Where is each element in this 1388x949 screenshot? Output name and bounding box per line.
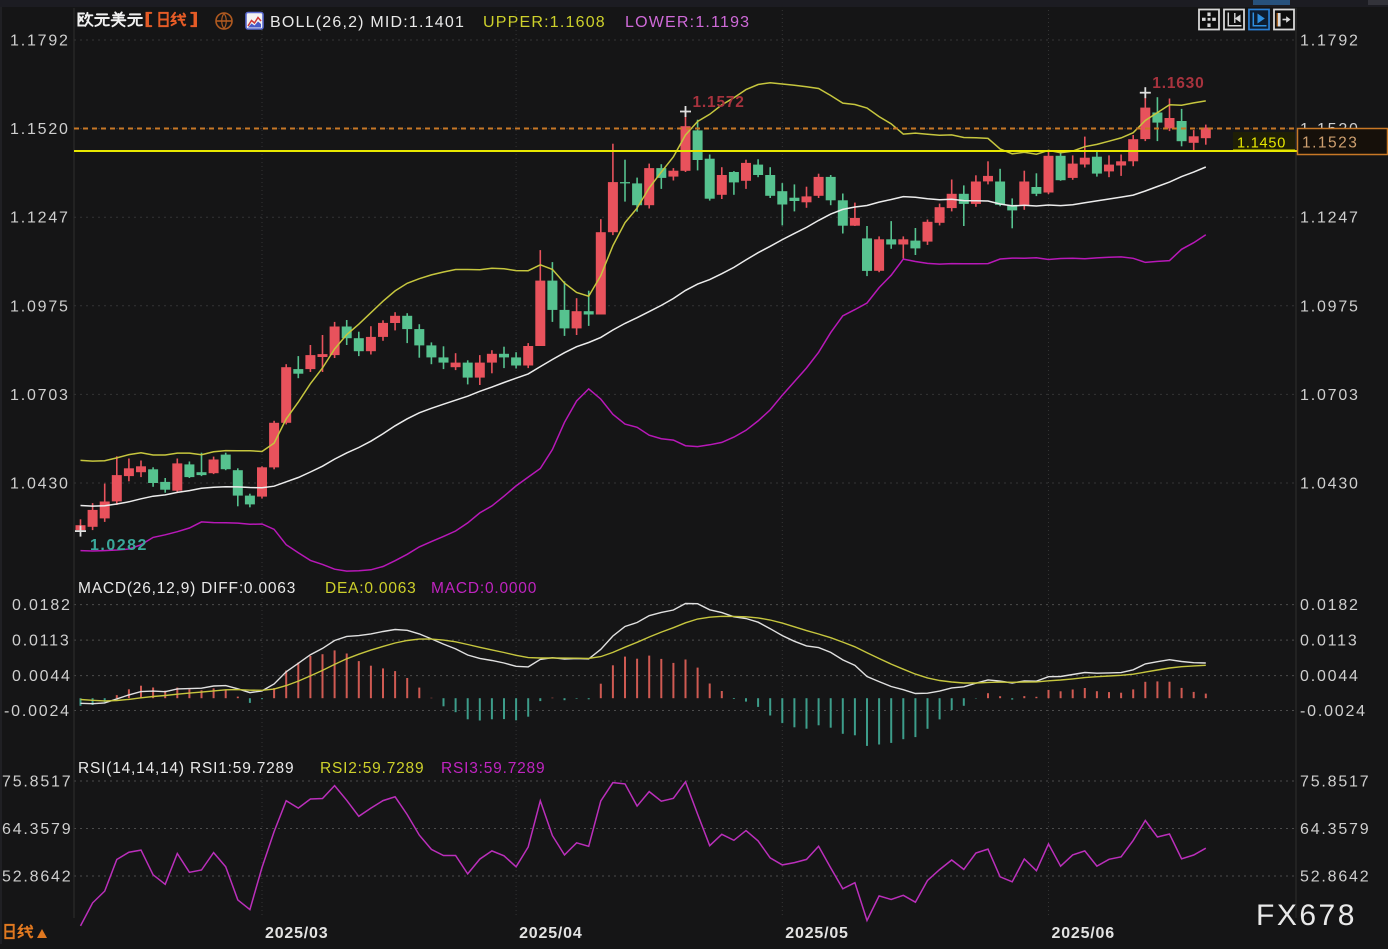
svg-text:RSI2:59.7289: RSI2:59.7289: [320, 760, 424, 777]
svg-text:LOWER:1.1193: LOWER:1.1193: [625, 14, 750, 31]
svg-text:0.0182: 0.0182: [12, 597, 72, 614]
svg-text:RSI(14,14,14) RSI1:59.7289: RSI(14,14,14) RSI1:59.7289: [78, 760, 294, 777]
svg-text:MACD:0.0000: MACD:0.0000: [431, 580, 537, 597]
svg-text:1.1792: 1.1792: [1300, 33, 1360, 50]
svg-text:75.8517: 75.8517: [1300, 774, 1370, 791]
svg-text:1.0975: 1.0975: [1300, 298, 1360, 315]
svg-text:1.1520: 1.1520: [10, 121, 70, 138]
svg-text:1.0430: 1.0430: [1300, 476, 1360, 493]
svg-text:1.1247: 1.1247: [10, 210, 70, 227]
svg-text:RSI3:59.7289: RSI3:59.7289: [441, 760, 545, 777]
svg-text:DEA:0.0063: DEA:0.0063: [325, 580, 417, 597]
svg-text:1.0282: 1.0282: [90, 537, 148, 554]
svg-text:1.1450: 1.1450: [1237, 136, 1286, 152]
svg-text:52.8642: 52.8642: [1300, 869, 1370, 886]
svg-text:0.0044: 0.0044: [1300, 668, 1360, 685]
svg-text:64.3579: 64.3579: [2, 821, 72, 838]
svg-text:0.0113: 0.0113: [12, 633, 71, 650]
svg-text:1.0430: 1.0430: [10, 476, 70, 493]
svg-text:2025/04: 2025/04: [519, 925, 582, 942]
svg-text:MACD(26,12,9) DIFF:0.0063: MACD(26,12,9) DIFF:0.0063: [78, 580, 296, 597]
svg-text:1.1572: 1.1572: [693, 94, 745, 111]
svg-text:52.8642: 52.8642: [2, 869, 72, 886]
svg-text:64.3579: 64.3579: [1300, 821, 1370, 838]
svg-text:1.0703: 1.0703: [10, 387, 70, 404]
svg-text:1.0975: 1.0975: [10, 298, 70, 315]
svg-text:1.0703: 1.0703: [1300, 387, 1360, 404]
svg-text:-0.0024: -0.0024: [4, 703, 71, 720]
svg-text:0.0182: 0.0182: [1300, 597, 1360, 614]
svg-text:75.8517: 75.8517: [2, 774, 72, 791]
svg-text:FX678: FX678: [1256, 899, 1357, 932]
svg-text:1.1630: 1.1630: [1152, 75, 1204, 92]
svg-text:1.1247: 1.1247: [1300, 210, 1360, 227]
svg-text:2025/06: 2025/06: [1052, 925, 1115, 942]
svg-text:2025/05: 2025/05: [785, 925, 848, 942]
svg-text:0.0044: 0.0044: [12, 668, 72, 685]
svg-text:0.0113: 0.0113: [1300, 633, 1359, 650]
svg-text:UPPER:1.1608: UPPER:1.1608: [483, 14, 606, 31]
svg-text:2025/03: 2025/03: [265, 925, 328, 942]
svg-text:-0.0024: -0.0024: [1300, 703, 1367, 720]
svg-text:BOLL(26,2) MID:1.1401: BOLL(26,2) MID:1.1401: [270, 14, 465, 31]
svg-text:1.1792: 1.1792: [10, 33, 70, 50]
svg-text:1.1523: 1.1523: [1302, 135, 1358, 152]
